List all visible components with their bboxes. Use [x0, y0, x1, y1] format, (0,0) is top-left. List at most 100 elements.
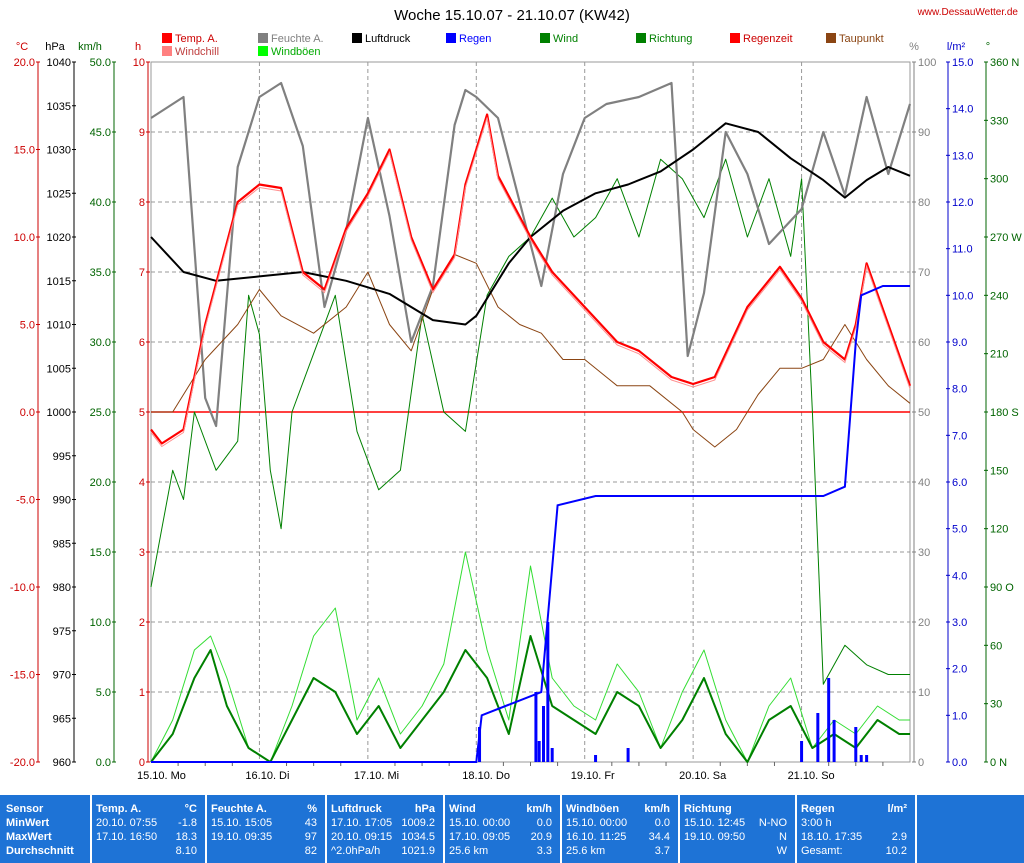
- legend-swatch: [162, 33, 172, 43]
- table-cell-value: 10.2: [885, 845, 907, 857]
- table-row-label: Sensor: [6, 803, 44, 815]
- x-tick-label: 17.10. Mi: [354, 770, 399, 782]
- raintime-tick-label: 1: [139, 687, 145, 699]
- temp-unit: °C: [16, 41, 28, 53]
- table-header: Richtung: [680, 802, 793, 816]
- table-header: Windböen km/h: [562, 802, 676, 816]
- rain-tick-label: 0.0: [952, 757, 967, 769]
- direction-tick-label: 180 S: [990, 407, 1019, 419]
- table-row-label: MaxWert: [6, 831, 52, 843]
- table-cell-label: 19.10. 09:50: [684, 831, 746, 843]
- table-separator: [560, 795, 562, 863]
- pressure-tick-label: 1010: [47, 320, 71, 332]
- series-temp-a-: [150, 113, 912, 445]
- pressure-tick-label: 1040: [47, 57, 71, 69]
- humidity-tick-label: 90: [918, 127, 930, 139]
- table-row-label: Durchschnitt: [6, 845, 74, 857]
- direction-tick-label: 30: [990, 699, 1002, 711]
- table-cell-value: N-NO: [758, 817, 787, 829]
- chart-title: Woche 15.10.07 - 21.10.07 (KW42): [394, 7, 630, 24]
- humidity-tick-label: 10: [918, 687, 930, 699]
- table-cell-value: N: [779, 831, 787, 843]
- legend-swatch: [258, 46, 268, 56]
- table-header: Regen l/m²: [797, 802, 913, 816]
- table-cell-value: 20.9: [530, 831, 552, 843]
- table-header-unit: km/h: [644, 803, 670, 815]
- raintime-tick-label: 3: [139, 547, 145, 559]
- table-header-name: Wind: [449, 803, 476, 815]
- direction-tick-label: 270 W: [990, 232, 1022, 244]
- table-cell-value: 8.10: [175, 845, 197, 857]
- site-link[interactable]: www.DessauWetter.de: [917, 7, 1019, 18]
- table-cell-row: 20.10. 09:15 1034.5: [327, 830, 441, 844]
- pressure-tick-label: 1035: [47, 101, 71, 113]
- table-header: Feuchte A.%: [207, 802, 323, 816]
- table-header-unit: hPa: [414, 803, 435, 815]
- rain-tick-label: 2.0: [952, 664, 967, 676]
- rain-tick-label: 3.0: [952, 617, 967, 629]
- table-separator: [205, 795, 207, 863]
- table-cell-label: 15.10. 12:45: [684, 817, 746, 829]
- wind-unit: km/h: [78, 41, 102, 53]
- table-cell-label: 16.10. 11:25: [566, 831, 627, 843]
- chart-legend: Temp. A.Windchill Feuchte A.Windböen Luftd…: [162, 33, 884, 58]
- table-cell-label: 25.6 km: [566, 845, 606, 857]
- temp-tick-label: 5.0: [20, 320, 35, 332]
- series-wind: [150, 635, 910, 763]
- rain-tick-label: 13.0: [952, 150, 973, 162]
- temp-tick-label: -5.0: [16, 495, 35, 507]
- direction-tick-label: 300: [990, 174, 1008, 186]
- x-tick-label: 18.10. Do: [462, 770, 510, 782]
- table-cell-label: 15.10. 00:00: [566, 817, 628, 829]
- rain-tick-label: 12.0: [952, 197, 973, 209]
- rain-tick-label: 1.0: [952, 710, 967, 722]
- table-cell-value: 3.7: [654, 845, 670, 857]
- table-cell-value: -1.8: [178, 817, 197, 829]
- table-cell-label: 17.10. 16:50: [96, 831, 158, 843]
- temp-tick-label: 20.0: [14, 57, 35, 69]
- x-tick-label: 16.10. Di: [245, 770, 289, 782]
- series-luftdruck: [150, 122, 911, 326]
- pressure-tick-label: 1020: [47, 232, 71, 244]
- direction-tick-label: 210: [990, 349, 1008, 361]
- legend-label: Richtung: [649, 33, 692, 45]
- table-column: Wind km/h 15.10. 00:00 0.0 17.10. 09:05 20.9 2…: [445, 795, 558, 863]
- wind-tick-label: 45.0: [90, 127, 111, 139]
- table-header-unit: °C: [184, 803, 197, 815]
- humidity-unit: %: [909, 41, 919, 53]
- table-cell-row: 25.6 km 3.3: [445, 844, 558, 858]
- raintime-unit: h: [135, 41, 141, 53]
- table-header-unit: km/h: [526, 803, 552, 815]
- direction-unit: °: [986, 41, 990, 53]
- chart-plot: [150, 81, 912, 763]
- pressure-tick-label: 1005: [47, 363, 71, 375]
- legend-swatch: [826, 33, 836, 43]
- series-windb-en: [150, 551, 910, 763]
- table-cell-label: 17.10. 09:05: [449, 831, 511, 843]
- direction-tick-label: 0 N: [990, 757, 1007, 769]
- table-cell-row: 3:00 h: [797, 816, 913, 830]
- table-separator: [795, 795, 797, 863]
- table-cell-label: 19.10. 09:35: [211, 831, 273, 843]
- raintime-tick-label: 2: [139, 617, 145, 629]
- rain-tick-label: 15.0: [952, 57, 973, 69]
- legend-label: Regen: [459, 33, 491, 45]
- pressure-tick-label: 1000: [47, 407, 71, 419]
- humidity-tick-label: 50: [918, 407, 930, 419]
- rain-tick-label: 8.0: [952, 384, 967, 396]
- pressure-tick-label: 995: [53, 451, 71, 463]
- direction-tick-label: 150: [990, 465, 1008, 477]
- table-header: Wind km/h: [445, 802, 558, 816]
- pressure-tick-label: 1025: [47, 188, 71, 200]
- legend-swatch: [730, 33, 740, 43]
- table-header-name: Temp. A.: [96, 803, 142, 815]
- raintime-tick-label: 5: [139, 407, 145, 419]
- humidity-tick-label: 40: [918, 477, 930, 489]
- table-cell-value: 82: [304, 845, 317, 857]
- humidity-tick-label: 80: [918, 197, 930, 209]
- legend-label: Taupunkt: [839, 33, 884, 45]
- rain-tick-label: 4.0: [952, 570, 967, 582]
- legend-swatch: [636, 33, 646, 43]
- table-cell-label: 3:00 h: [801, 817, 832, 829]
- table-cell-row: 17.10. 16:50 18.3: [92, 830, 203, 844]
